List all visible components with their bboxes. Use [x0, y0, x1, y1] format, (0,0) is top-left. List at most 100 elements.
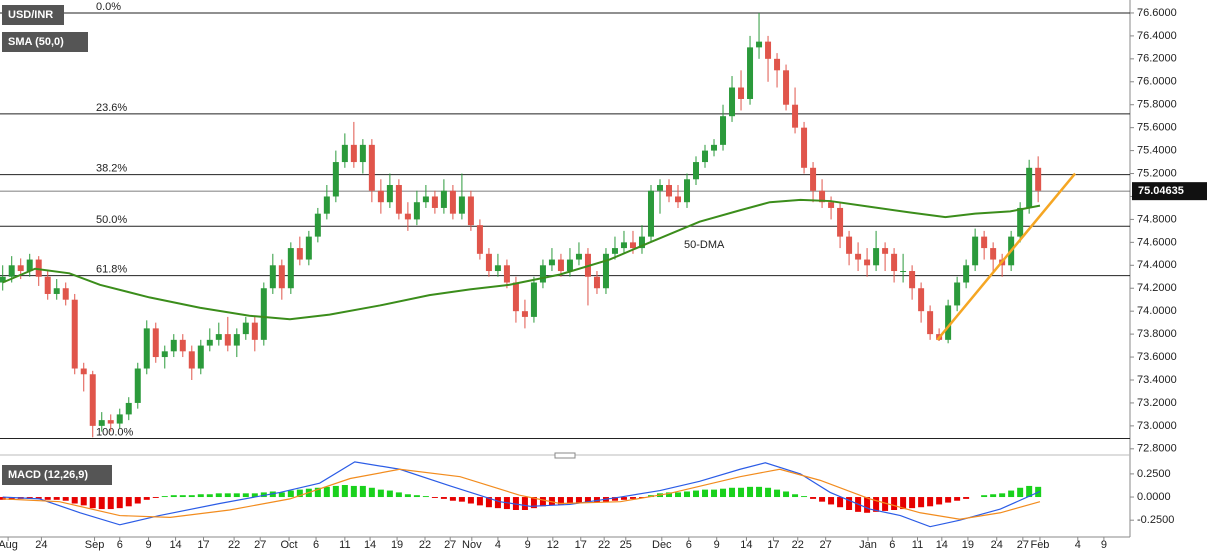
y-tick-label: 73.6000	[1137, 351, 1177, 363]
x-tick-label: 11	[912, 539, 923, 551]
candle-body	[675, 196, 681, 203]
candle-body	[98, 420, 105, 426]
candle-body	[476, 225, 483, 254]
histogram-bar	[71, 497, 78, 504]
candle-body	[512, 282, 519, 312]
histogram-bar	[431, 497, 438, 498]
histogram-bar	[197, 494, 204, 498]
histogram-bar	[693, 490, 700, 498]
y-tick-label: 76.6000	[1137, 7, 1177, 19]
histogram-bar	[161, 496, 168, 498]
histogram-bar	[927, 497, 934, 507]
candle-body	[765, 41, 772, 59]
macd-line	[2, 468, 1041, 520]
candle-body	[711, 144, 718, 151]
histogram-bar	[260, 492, 267, 498]
candle-body	[413, 202, 420, 220]
histogram-bar	[188, 495, 195, 498]
histogram-bar	[720, 488, 727, 498]
indicator-tag[interactable]: SMA (50,0)	[8, 36, 64, 48]
histogram-bar	[675, 492, 681, 498]
fib-label: 50.0%	[96, 214, 127, 226]
x-tick-label: 22	[598, 539, 610, 551]
histogram-bar	[999, 493, 1006, 498]
histogram-bar	[756, 486, 763, 498]
histogram-bar	[404, 494, 411, 498]
x-tick-label: Aug	[0, 539, 18, 551]
candle-body	[287, 248, 294, 289]
histogram-bar	[89, 497, 96, 509]
candle-body	[278, 265, 285, 289]
candle-body	[684, 179, 691, 203]
x-tick-label: 22	[228, 539, 240, 551]
fib-label: 100.0%	[96, 426, 134, 438]
histogram-bar	[206, 494, 213, 498]
candle-body	[341, 144, 348, 163]
histogram-bar	[422, 496, 429, 498]
indicator-tag-bg[interactable]	[2, 465, 112, 485]
sma-annotation: 50-DMA	[684, 239, 725, 251]
histogram-bar	[116, 497, 123, 509]
x-tick-label: Oct	[280, 539, 297, 551]
candle-body	[431, 196, 438, 208]
candle-body	[792, 104, 799, 128]
candle-body	[323, 196, 330, 214]
histogram-bar	[251, 493, 258, 498]
histogram-bar	[242, 493, 249, 498]
candle-body	[197, 345, 204, 369]
candle-body	[647, 190, 654, 237]
candle-body	[882, 248, 889, 254]
candle-body	[909, 271, 916, 289]
candle-body	[828, 202, 835, 208]
histogram-bar	[539, 497, 546, 507]
histogram-bar	[566, 497, 573, 504]
candle-body	[927, 311, 934, 335]
candle-body	[1035, 167, 1042, 191]
candle-body	[377, 190, 384, 203]
y-tick-label: 0.2500	[1137, 468, 1171, 480]
y-tick-label: 75.6000	[1137, 122, 1177, 134]
histogram-bar	[665, 492, 672, 498]
histogram-bar	[134, 497, 141, 504]
histogram-bar	[783, 491, 790, 498]
candle-body	[53, 288, 60, 294]
histogram-bar	[278, 492, 285, 498]
panel-resize-handle[interactable]	[554, 452, 576, 459]
y-tick-label: 76.2000	[1137, 53, 1177, 65]
x-tick-label: 27	[820, 539, 832, 551]
x-tick-label: 24	[35, 539, 47, 551]
histogram-bar	[35, 497, 42, 499]
candle-body	[602, 253, 609, 289]
candle-body	[557, 259, 564, 272]
x-tick-label: 6	[686, 539, 692, 551]
histogram-bar	[287, 490, 294, 498]
histogram-bar	[395, 492, 402, 498]
histogram-bar	[963, 497, 970, 499]
candle-body	[116, 414, 123, 424]
histogram-bar	[837, 497, 844, 508]
histogram-bar	[702, 489, 709, 498]
fib-label: 38.2%	[96, 163, 127, 175]
y-tick-label: 74.2000	[1137, 282, 1177, 294]
histogram-bar	[485, 497, 492, 508]
symbol-tag-bg	[2, 5, 64, 25]
histogram-bar	[900, 497, 907, 510]
indicator-tag-bg[interactable]	[2, 32, 88, 52]
x-tick-label: 4	[495, 539, 501, 551]
candle-body	[530, 282, 537, 317]
indicator-tag[interactable]: MACD (12,26,9)	[8, 469, 88, 481]
candle-body	[44, 276, 51, 294]
candle-body	[738, 87, 745, 99]
candle-body	[945, 305, 952, 340]
histogram-bar	[107, 497, 114, 510]
candle-body	[891, 253, 898, 272]
x-tick-label: 22	[792, 539, 804, 551]
candle-body	[107, 420, 114, 424]
y-tick-label: 75.8000	[1137, 99, 1177, 111]
y-tick-label: 73.8000	[1137, 328, 1177, 340]
candle-body	[566, 259, 573, 272]
candle-body	[521, 311, 528, 317]
candle-body	[386, 185, 393, 203]
histogram-bar	[981, 495, 988, 498]
